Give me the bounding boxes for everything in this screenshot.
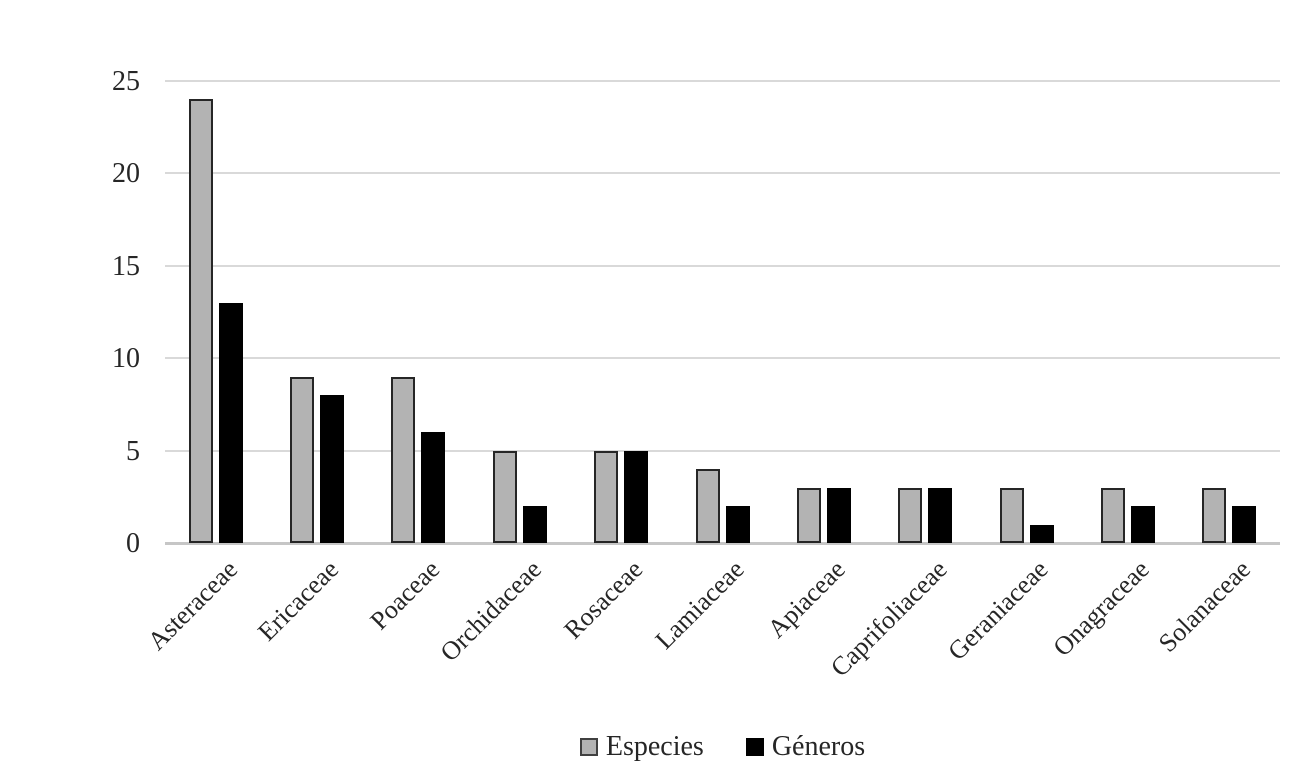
bar-especies-solanaceae — [1202, 487, 1227, 543]
bar-generos-geraniaceae — [1029, 524, 1054, 543]
x-tick-label-solanaceae: Solanaceae — [1153, 554, 1257, 658]
legend-label-generos: Géneros — [771, 731, 866, 762]
bar-generos-poaceae — [421, 432, 446, 543]
bar-especies-onagraceae — [1100, 487, 1125, 543]
bar-especies-orchidaceae — [492, 450, 517, 543]
bar-generos-ericaceae — [320, 395, 345, 543]
bar-generos-caprifoliaceae — [928, 487, 953, 543]
x-tick-label-orchidaceae: Orchidaceae — [434, 554, 547, 667]
bar-especies-caprifoliaceae — [898, 487, 923, 543]
bar-especies-rosaceae — [594, 450, 619, 543]
bar-generos-solanaceae — [1232, 506, 1257, 543]
x-tick-label-geraniaceae: Geraniaceae — [942, 554, 1054, 666]
x-tick-label-asteraceae: Asteraceae — [141, 554, 243, 656]
bar-generos-rosaceae — [624, 450, 649, 543]
gridline-15 — [165, 264, 1280, 267]
bar-especies-apiaceae — [796, 487, 821, 543]
bar-generos-onagraceae — [1130, 506, 1155, 543]
gridline-5 — [165, 449, 1280, 452]
bar-generos-asteraceae — [218, 302, 243, 543]
legend-item-especies: Especies — [579, 731, 704, 762]
x-axis-line — [165, 542, 1280, 545]
legend-swatch-generos — [745, 738, 764, 756]
x-tick-label-apiaceae: Apiaceae — [762, 554, 851, 644]
x-tick-label-ericaceae: Ericaceae — [252, 554, 345, 647]
legend: Especies Géneros — [165, 733, 1280, 761]
y-tick-label-0: 0 — [126, 528, 140, 559]
bar-especies-poaceae — [391, 376, 416, 543]
y-tick-label-20: 20 — [112, 158, 140, 190]
y-tick-label-25: 25 — [112, 66, 140, 97]
legend-item-generos: Géneros — [745, 731, 866, 762]
bar-especies-geraniaceae — [999, 487, 1024, 543]
bar-especies-ericaceae — [290, 376, 315, 543]
gridline-20 — [165, 172, 1280, 175]
bar-especies-asteraceae — [188, 99, 213, 543]
y-tick-label-15: 15 — [112, 250, 140, 282]
bar-especies-lamiaceae — [695, 469, 720, 543]
bar-generos-orchidaceae — [522, 506, 547, 543]
x-tick-label-onagraceae: Onagraceae — [1047, 554, 1156, 662]
gridline-10 — [165, 357, 1280, 360]
legend-label-especies: Especies — [605, 731, 704, 762]
x-tick-label-rosaceae: Rosaceae — [558, 554, 649, 645]
legend-swatch-especies — [579, 738, 598, 756]
x-tick-label-lamiaceae: Lamiaceae — [649, 554, 750, 655]
gridline-25 — [165, 80, 1280, 82]
x-tick-label-poaceae: Poaceae — [364, 554, 446, 636]
y-tick-label-5: 5 — [126, 435, 140, 467]
bar-generos-apiaceae — [826, 487, 851, 543]
y-tick-label-10: 10 — [112, 343, 140, 375]
bar-generos-lamiaceae — [725, 506, 750, 543]
